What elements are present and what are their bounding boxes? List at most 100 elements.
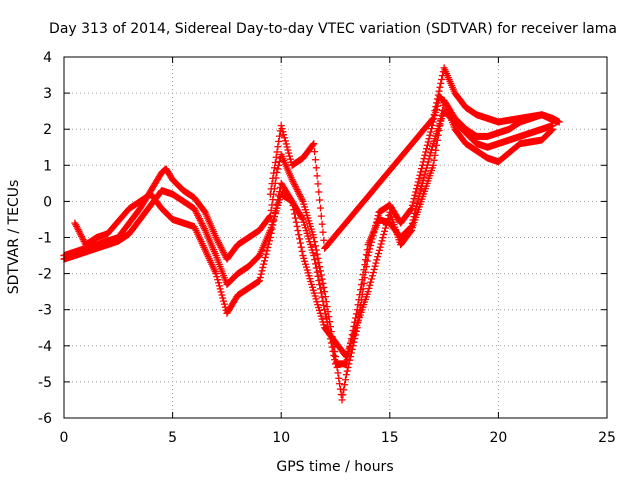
data-point bbox=[321, 288, 329, 296]
data-point bbox=[341, 381, 349, 389]
x-tick-label: 0 bbox=[60, 430, 69, 446]
data-point bbox=[286, 152, 294, 160]
data-point bbox=[270, 217, 278, 225]
data-point bbox=[357, 286, 365, 294]
data-point bbox=[259, 263, 267, 271]
data-point bbox=[297, 194, 305, 202]
data-point bbox=[280, 131, 288, 139]
data-point bbox=[276, 188, 284, 196]
data-point bbox=[413, 185, 421, 193]
x-tick-label: 10 bbox=[272, 430, 290, 446]
data-point bbox=[374, 253, 382, 261]
data-point bbox=[272, 153, 280, 161]
data-point bbox=[319, 297, 327, 305]
data-point bbox=[213, 273, 221, 281]
data-point bbox=[215, 238, 223, 246]
data-point bbox=[313, 250, 321, 258]
y-tick-label: 4 bbox=[43, 50, 52, 66]
data-point bbox=[290, 179, 298, 187]
data-point bbox=[342, 360, 350, 368]
data-point bbox=[291, 210, 299, 218]
data-point bbox=[316, 204, 324, 212]
y-tick-label: -3 bbox=[38, 303, 52, 319]
x-tick-label: 15 bbox=[381, 430, 399, 446]
data-point bbox=[438, 111, 446, 119]
data-point bbox=[294, 187, 302, 195]
data-point bbox=[370, 265, 378, 273]
data-point bbox=[344, 363, 352, 371]
data-point bbox=[274, 196, 282, 204]
data-point bbox=[294, 227, 302, 235]
data-point bbox=[424, 138, 432, 146]
data-point bbox=[214, 276, 222, 284]
data-point bbox=[316, 196, 324, 204]
data-point bbox=[288, 176, 296, 184]
data-point bbox=[438, 106, 446, 114]
data-point bbox=[379, 234, 387, 242]
data-point bbox=[267, 185, 275, 193]
data-point bbox=[220, 300, 228, 308]
data-point bbox=[293, 186, 301, 194]
data-point bbox=[362, 256, 370, 264]
data-point bbox=[380, 230, 388, 238]
data-point bbox=[433, 141, 441, 149]
data-point bbox=[283, 143, 291, 151]
data-point bbox=[255, 277, 263, 285]
data-point bbox=[363, 246, 371, 254]
data-point bbox=[191, 206, 199, 214]
data-point bbox=[260, 260, 268, 268]
data-point bbox=[415, 175, 423, 183]
data-point bbox=[314, 180, 322, 188]
data-point bbox=[424, 158, 432, 166]
data-point bbox=[343, 367, 351, 375]
data-point bbox=[214, 237, 222, 245]
data-point bbox=[320, 302, 328, 310]
data-point bbox=[266, 190, 274, 198]
data-point bbox=[317, 271, 325, 279]
data-point bbox=[417, 186, 425, 194]
data-point bbox=[335, 374, 343, 382]
data-point bbox=[277, 122, 285, 130]
data-point bbox=[331, 356, 339, 364]
data-point bbox=[360, 266, 368, 274]
data-point bbox=[285, 149, 293, 157]
data-point bbox=[267, 229, 275, 237]
data-point bbox=[219, 294, 227, 302]
data-point bbox=[76, 229, 84, 237]
data-point bbox=[339, 391, 347, 399]
data-point bbox=[548, 126, 556, 134]
data-point bbox=[261, 253, 269, 261]
data-point bbox=[361, 261, 369, 269]
data-point bbox=[298, 247, 306, 255]
data-point bbox=[74, 226, 82, 234]
data-point bbox=[410, 195, 418, 203]
data-point bbox=[272, 204, 280, 212]
data-point bbox=[219, 247, 227, 255]
y-axis-label: SDTVAR / TECUs bbox=[6, 180, 22, 295]
data-point bbox=[373, 256, 381, 264]
data-point bbox=[79, 236, 87, 244]
data-point bbox=[320, 236, 328, 244]
data-point bbox=[310, 252, 318, 260]
data-point bbox=[75, 227, 83, 235]
data-point bbox=[408, 205, 416, 213]
data-point bbox=[218, 245, 226, 253]
data-point bbox=[317, 289, 325, 297]
data-point bbox=[292, 218, 300, 226]
data-point bbox=[312, 264, 320, 272]
data-point bbox=[215, 279, 223, 287]
data-point bbox=[311, 260, 319, 268]
y-tick-label: 1 bbox=[43, 158, 52, 174]
data-point bbox=[281, 137, 289, 145]
data-point bbox=[296, 192, 304, 200]
data-point bbox=[378, 237, 386, 245]
data-point bbox=[338, 396, 346, 404]
data-point bbox=[220, 248, 228, 256]
data-point bbox=[336, 385, 344, 393]
y-tick-label: -5 bbox=[38, 375, 52, 391]
data-point bbox=[274, 165, 282, 173]
data-point bbox=[319, 279, 327, 287]
data-point bbox=[296, 235, 304, 243]
data-point bbox=[420, 173, 428, 181]
x-axis-label: GPS time / hours bbox=[276, 459, 393, 475]
